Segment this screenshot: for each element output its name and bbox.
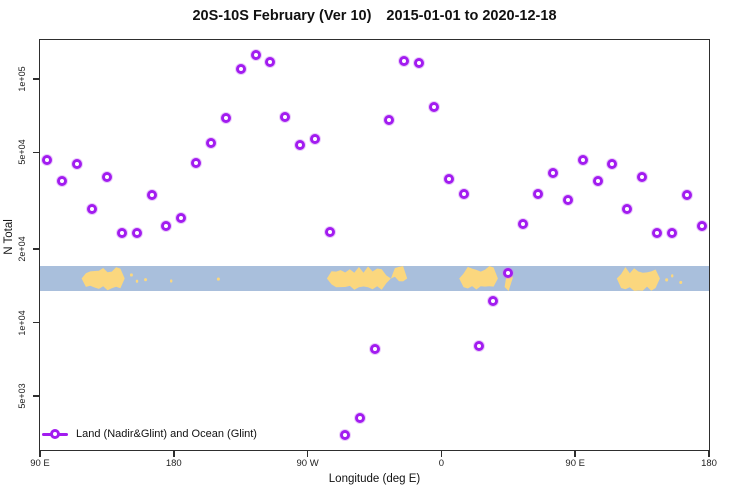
map-land-ne-brazil <box>390 266 408 282</box>
x-tick-label: 90 E <box>565 458 585 469</box>
scatter-point <box>354 412 365 423</box>
scatter-point <box>87 204 98 215</box>
y-tick-mark <box>33 321 39 324</box>
y-tick-mark <box>33 395 39 397</box>
x-axis-title: Longitude (deg E) <box>328 473 421 485</box>
y-tick-mark <box>33 151 39 154</box>
scatter-point <box>176 212 187 223</box>
x-tick-mark <box>440 451 443 457</box>
scatter-point <box>651 227 662 238</box>
scatter-point <box>503 267 514 278</box>
x-tick-mark <box>708 451 710 457</box>
scatter-point <box>324 227 335 238</box>
scatter-point <box>473 340 484 351</box>
chart-title: 20S-10S February (Ver 10) 2015-01-01 to 2… <box>39 8 710 24</box>
map-land-fiji <box>169 279 173 283</box>
scatter-point <box>205 137 216 148</box>
legend-marker-circle-icon <box>50 429 60 439</box>
scatter-point <box>607 159 618 170</box>
y-tick-label: 5e+03 <box>17 383 27 409</box>
map-land-polynesia <box>216 277 220 281</box>
scatter-point <box>146 189 157 200</box>
scatter-point <box>250 49 261 60</box>
scatter-point <box>191 157 202 168</box>
plot-box <box>39 39 710 451</box>
map-land-southern-africa <box>459 266 498 290</box>
y-tick-label: 2e+04 <box>17 236 27 262</box>
scatter-point <box>131 227 142 238</box>
scatter-point <box>280 111 291 122</box>
scatter-point <box>235 63 246 74</box>
scatter-point <box>577 154 588 165</box>
x-tick-mark <box>306 451 309 457</box>
y-tick-label: 1e+05 <box>17 66 27 92</box>
scatter-point <box>116 227 127 238</box>
chart-title-region: 20S-10S February (Ver 10) <box>192 8 372 24</box>
y-tick-label: 1e+04 <box>17 309 27 336</box>
scatter-point <box>399 56 410 67</box>
x-tick-mark <box>173 451 175 457</box>
map-land-islands <box>129 273 133 277</box>
scatter-point <box>518 218 529 229</box>
map-land-islands-repeat <box>665 278 669 282</box>
scatter-point <box>637 172 648 183</box>
scatter-point <box>295 139 306 150</box>
x-tick-mark <box>574 451 576 457</box>
scatter-point <box>384 114 395 125</box>
x-tick-label: 180 <box>701 458 717 469</box>
scatter-point <box>414 58 425 69</box>
map-land-islands <box>135 279 139 283</box>
y-tick-mark <box>33 248 39 250</box>
x-tick-mark <box>39 451 41 457</box>
scatter-point <box>696 221 707 232</box>
legend-label: Land (Nadir&Glint) and Ocean (Glint) <box>76 428 257 440</box>
y-tick-mark <box>33 78 39 80</box>
x-tick-label: 180 <box>165 458 182 469</box>
scatter-point <box>666 227 677 238</box>
map-land-australia-newguinea-repeat <box>616 267 660 291</box>
scatter-point <box>428 101 439 112</box>
scatter-point <box>339 430 350 441</box>
scatter-point <box>310 134 321 144</box>
scatter-point <box>622 204 633 215</box>
scatter-point <box>101 172 112 183</box>
legend: Land (Nadir&Glint) and Ocean (Glint) <box>42 428 257 440</box>
map-land-south-america <box>326 266 391 290</box>
scatter-point <box>488 295 499 306</box>
x-tick-label: 0 <box>438 458 445 469</box>
scatter-point <box>681 189 692 200</box>
y-tick-label: 5e+04 <box>17 139 27 165</box>
chart-title-dates: 2015-01-01 to 2020-12-18 <box>386 8 557 24</box>
scatter-point <box>265 57 276 68</box>
scatter-point <box>57 175 68 186</box>
map-land-islands <box>144 278 148 282</box>
scatter-point <box>42 154 53 165</box>
scatter-point <box>369 344 380 355</box>
scatter-point <box>161 221 172 232</box>
world-map-strip <box>40 266 709 291</box>
scatter-point <box>533 189 544 200</box>
x-tick-label: 90 W <box>296 458 319 469</box>
scatter-point <box>72 159 83 170</box>
scatter-point <box>562 194 573 205</box>
scatter-point <box>220 113 231 124</box>
legend-marker-line <box>42 429 68 439</box>
x-tick-label: 90 E <box>30 458 50 469</box>
scatter-point <box>458 189 469 200</box>
scatter-point <box>443 174 454 185</box>
map-land-australia-newguinea <box>81 267 125 291</box>
map-land-islands-repeat <box>671 274 674 278</box>
map-land-islands-repeat <box>679 280 683 285</box>
y-axis-title: N Total <box>3 219 15 255</box>
scatter-point <box>547 168 558 179</box>
scatter-point <box>592 175 603 186</box>
